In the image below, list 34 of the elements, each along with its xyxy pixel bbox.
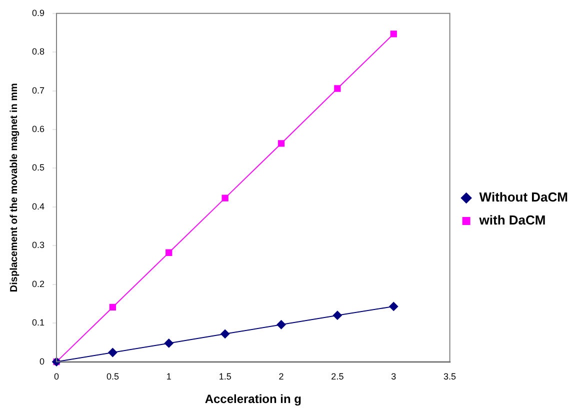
point [108, 348, 118, 358]
y-tick-label: 0 [39, 356, 45, 366]
x-axis-title: Acceleration in g [204, 392, 302, 406]
x-tick-label: 3 [391, 372, 396, 382]
point [166, 249, 172, 256]
point [276, 320, 286, 330]
x-tick-label: 0 [54, 372, 60, 382]
point [220, 329, 230, 338]
point [390, 30, 397, 38]
point [109, 304, 116, 311]
y-tick-label: 0.7 [32, 85, 45, 96]
x-tick-label: 0.5 [106, 372, 119, 382]
point [164, 338, 174, 348]
legend-label: Without DaCM [479, 190, 568, 205]
x-tick-label: 1.5 [218, 372, 232, 382]
x-tick-label: 3.5 [444, 372, 456, 382]
point [278, 140, 285, 147]
x-tick-label: 1 [166, 372, 172, 382]
x-tick-label: 2 [278, 372, 284, 382]
y-tick-label: 0.5 [32, 162, 45, 173]
y-tick-label: 0.8 [32, 46, 45, 57]
legend-label: with DaCM [478, 212, 546, 228]
y-tick-label: 0.1 [32, 318, 45, 328]
y-tick-label: 0.6 [32, 124, 45, 134]
point [334, 85, 341, 92]
y-tick-label: 0.3 [32, 240, 45, 250]
y-tick-label: 0.4 [32, 201, 45, 212]
point [332, 310, 342, 320]
point [222, 194, 228, 202]
x-tick-label: 2.5 [331, 372, 344, 382]
point [389, 302, 398, 311]
y-tick-label: 0.9 [32, 8, 45, 18]
y-axis-title: Displacement of the movable magnet in mm [8, 83, 20, 292]
y-tick-label: 0.2 [32, 278, 45, 289]
